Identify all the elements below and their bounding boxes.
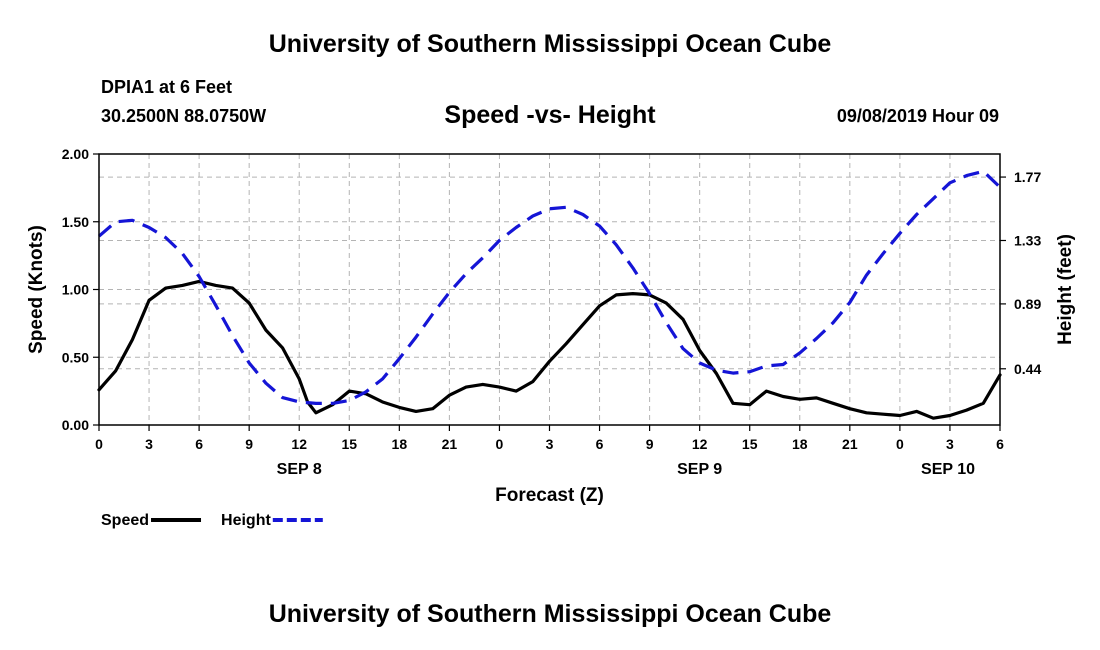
- y-tick-label: 0.50: [62, 349, 89, 365]
- x-tick-label: 18: [392, 436, 408, 452]
- forecast-timestamp: 09/08/2019 Hour 09: [836, 106, 999, 126]
- y2-tick-label: 1.77: [1014, 169, 1041, 185]
- station-label: DPIA1 at 6 Feet: [101, 77, 233, 97]
- x-tick-label: 3: [946, 436, 954, 452]
- x-tick-label: 6: [596, 436, 604, 452]
- chart-title: Speed -vs- Height: [444, 101, 656, 129]
- y-tick-label: 2.00: [62, 146, 89, 162]
- legend: Speed Height: [101, 512, 323, 529]
- date-label: SEP 8: [277, 461, 322, 478]
- y2-tick-label: 0.89: [1014, 296, 1041, 312]
- y-tick-label: 1.00: [62, 282, 89, 298]
- page-title: University of Southern Mississippi Ocean…: [268, 30, 832, 58]
- speed-series-line: [97, 279, 1002, 420]
- x-tick-label: 21: [442, 436, 458, 452]
- x-tick-label: 0: [496, 436, 504, 452]
- x-tick-label: 9: [245, 436, 253, 452]
- legend-label: Speed: [101, 512, 149, 529]
- series-layer: [97, 169, 1002, 420]
- x-axis-label: Forecast (Z): [495, 485, 604, 506]
- x-tick-label: 3: [145, 436, 153, 452]
- height-series-line: [97, 169, 1002, 405]
- y2-axis-label: Height (feet): [1055, 234, 1076, 345]
- date-label: SEP 9: [677, 461, 722, 478]
- x-tick-label: 6: [996, 436, 1004, 452]
- x-tick-label: 0: [95, 436, 103, 452]
- grid: [99, 154, 1000, 425]
- y-axis-label: Speed (Knots): [26, 225, 47, 354]
- x-tick-label: 3: [546, 436, 554, 452]
- x-tick-label: 12: [291, 436, 307, 452]
- y2-tick-label: 1.33: [1014, 232, 1041, 248]
- station-coordinates: 30.2500N 88.0750W: [101, 106, 267, 126]
- y2-tick-label: 0.44: [1014, 361, 1041, 377]
- x-tick-label: 18: [792, 436, 808, 452]
- x-tick-label: 0: [896, 436, 904, 452]
- y-tick-label: 0.00: [62, 417, 89, 433]
- x-tick-label: 12: [692, 436, 708, 452]
- axis-ticks: 0 3 6 9 12 15 18 21 0 3 6 9 12 15 18 21 0 3 6 0.00 0.50 1.00 1…: [62, 146, 1042, 478]
- y-tick-label: 1.50: [62, 214, 89, 230]
- x-tick-label: 9: [646, 436, 654, 452]
- x-tick-label: 6: [195, 436, 203, 452]
- legend-label: Height: [221, 512, 271, 529]
- x-tick-label: 15: [341, 436, 357, 452]
- x-tick-label: 21: [842, 436, 858, 452]
- x-tick-label: 15: [742, 436, 758, 452]
- date-label: SEP 10: [921, 461, 975, 478]
- footer-title: University of Southern Mississippi Ocean…: [268, 600, 832, 628]
